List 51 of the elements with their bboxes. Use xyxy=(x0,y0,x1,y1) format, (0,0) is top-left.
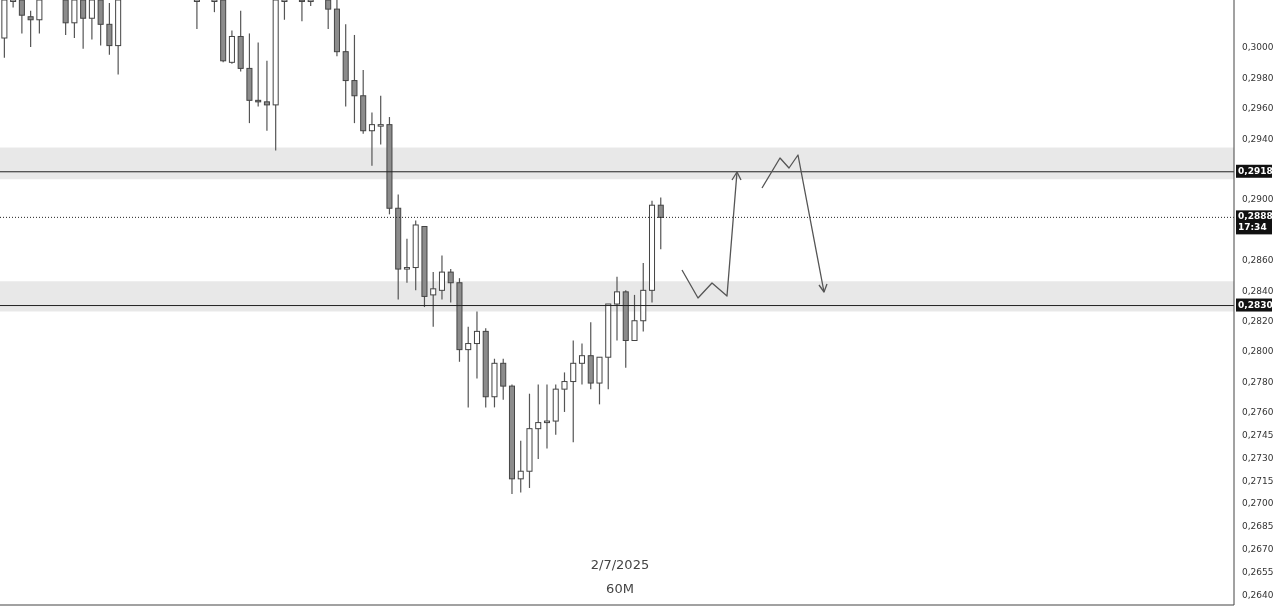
y-tick-label: 0,2900 xyxy=(1242,194,1274,205)
y-tick-label: 0,2700 xyxy=(1242,498,1274,509)
y-tick-label: 0,2860 xyxy=(1242,255,1274,266)
candlestick xyxy=(561,371,568,413)
candlestick xyxy=(438,254,445,301)
candlestick xyxy=(106,2,113,56)
candlestick xyxy=(517,440,524,494)
candlestick xyxy=(535,383,542,460)
candlestick xyxy=(570,339,577,443)
candlestick xyxy=(368,111,375,167)
y-tick-label: 0,2730 xyxy=(1242,452,1274,463)
y-tick-label: 0,2980 xyxy=(1242,72,1274,83)
candlestick xyxy=(263,60,270,132)
candlestick xyxy=(18,0,25,35)
candlestick xyxy=(298,0,305,22)
y-tick-label: 0,2840 xyxy=(1242,285,1274,296)
y-tick-label: 0,2670 xyxy=(1242,543,1274,554)
candlestick xyxy=(62,0,69,36)
candlestick xyxy=(80,0,87,50)
candlestick xyxy=(465,326,472,408)
y-tick-label: 0,2940 xyxy=(1242,133,1274,144)
y-tick-label: 0,3000 xyxy=(1242,42,1274,53)
y-tick-label: 0,2760 xyxy=(1242,407,1274,418)
candlestick xyxy=(403,238,410,284)
candlestick xyxy=(473,311,480,380)
y-tick-label: 0,2745 xyxy=(1242,429,1274,440)
candlestick xyxy=(377,95,384,146)
candlestick xyxy=(351,34,358,124)
ref-line-label: 0,2918 xyxy=(1238,165,1273,176)
y-tick-label: 0,2640 xyxy=(1242,589,1274,600)
candlestick xyxy=(543,383,551,450)
candlestick xyxy=(430,271,437,328)
y-tick-label: 0,2715 xyxy=(1242,475,1274,486)
candlestick xyxy=(447,268,454,304)
candlestick xyxy=(631,294,638,342)
y-tick-label: 0,2655 xyxy=(1242,566,1274,577)
ref-line-label: 0,2888 17:34 xyxy=(1238,211,1273,233)
candlestick xyxy=(657,197,664,250)
candlestick xyxy=(325,0,332,30)
annotation: 60M xyxy=(605,581,635,596)
y-tick-label: 0,2780 xyxy=(1242,376,1274,387)
candlestick xyxy=(500,358,507,401)
candlestick xyxy=(578,342,586,386)
y-tick-label: 0,2800 xyxy=(1242,346,1274,357)
y-tick-label: 0,2685 xyxy=(1242,521,1274,532)
candlestick xyxy=(27,10,34,48)
y-tick-label: 0,2960 xyxy=(1242,103,1274,114)
annotation: 2/7/2025 xyxy=(589,557,651,572)
y-tick-label: 0,2820 xyxy=(1242,315,1274,326)
ref-line-label: 0,2830 xyxy=(1238,299,1273,310)
candlestick xyxy=(613,276,621,342)
